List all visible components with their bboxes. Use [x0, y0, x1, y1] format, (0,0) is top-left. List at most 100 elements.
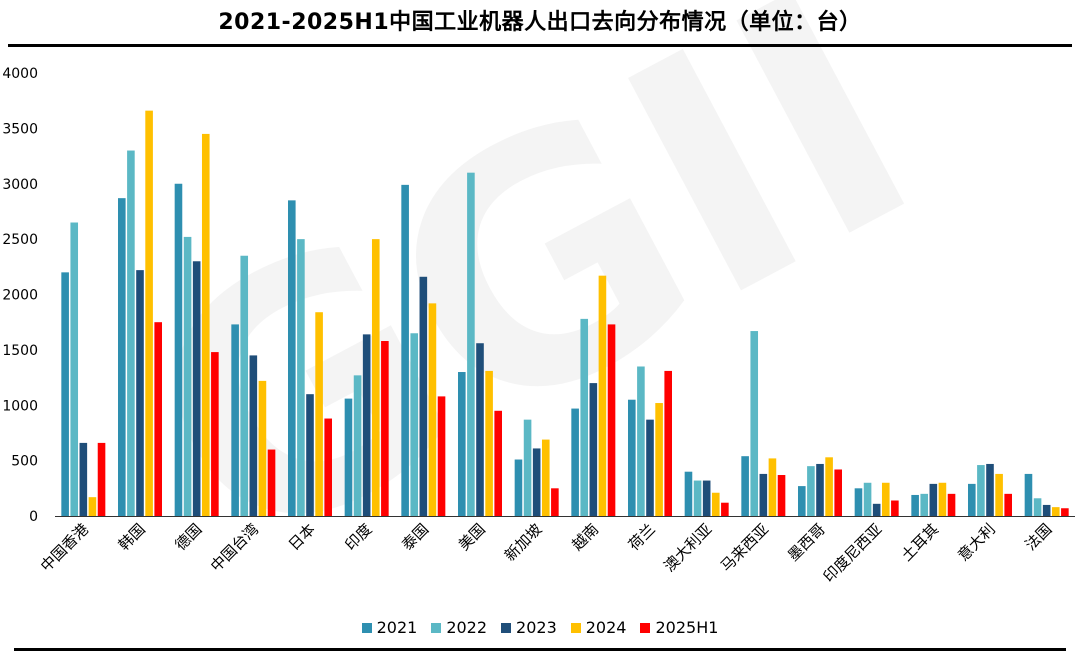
bar-2024-17	[1051, 507, 1060, 516]
bar-2021-7	[458, 372, 466, 516]
bar-2023-10	[646, 419, 654, 516]
bar-2022-3	[240, 255, 249, 517]
bar-2022-5	[353, 375, 362, 516]
bar-2023-14	[872, 503, 881, 516]
x-tick-label: 越南	[568, 520, 602, 554]
bar-2025H1-10	[664, 370, 672, 516]
bar-2024-13	[825, 457, 833, 516]
bar-2024-8	[541, 439, 550, 516]
bar-2025H1-4	[324, 418, 332, 516]
bar-2025H1-8	[551, 488, 559, 516]
bar-2025H1-7	[494, 410, 502, 516]
bar-2021-1	[118, 198, 126, 516]
bar-2023-2	[192, 261, 201, 516]
bar-2024-1	[145, 110, 153, 517]
bar-2024-4	[315, 312, 323, 516]
x-tick-label: 新加坡	[501, 520, 546, 565]
bar-2025H1-15	[947, 493, 956, 516]
bar-2025H1-16	[1004, 493, 1012, 516]
legend-item-2023: 2023	[501, 618, 557, 637]
bar-2023-12	[759, 473, 768, 516]
bar-2024-14	[881, 482, 890, 516]
bar-2025H1-9	[607, 324, 616, 516]
bar-2024-6	[428, 303, 437, 516]
y-tick-label: 1500	[2, 343, 38, 359]
bars-layer	[61, 110, 1069, 517]
bar-2022-4	[297, 239, 305, 517]
bar-2024-9	[598, 275, 607, 516]
bar-2025H1-11	[721, 502, 729, 516]
bar-2025H1-5	[381, 341, 389, 516]
bar-2021-3	[231, 324, 239, 516]
bar-2022-0	[70, 222, 79, 516]
bar-2021-13	[798, 486, 806, 516]
bar-2025H1-13	[834, 469, 842, 516]
bar-2025H1-2	[211, 352, 219, 516]
x-tick-label: 土耳其	[898, 520, 943, 565]
bar-2024-16	[995, 473, 1003, 516]
bar-2022-12	[750, 331, 759, 516]
legend-label: 2025H1	[655, 618, 719, 637]
y-tick-label: 500	[11, 454, 38, 470]
bar-2024-15	[938, 482, 947, 516]
legend-swatch	[361, 622, 372, 633]
legend-label: 2021	[376, 618, 418, 637]
bar-2023-4	[306, 394, 314, 516]
bar-2022-17	[1033, 498, 1042, 516]
x-tick-label: 中国香港	[37, 520, 92, 575]
bar-2025H1-6	[437, 396, 446, 516]
legend: 2021 2022 2023 2024 2025H1	[0, 618, 1080, 637]
y-tick-label: 1000	[2, 398, 38, 414]
legend-item-2022: 2022	[431, 618, 487, 637]
y-tick-label: 3500	[2, 121, 38, 137]
legend-label: 2022	[446, 618, 488, 637]
bar-2023-8	[532, 448, 541, 516]
y-tick-label: 3000	[2, 177, 38, 193]
bar-2025H1-0	[97, 442, 106, 516]
legend-item-2024: 2024	[570, 618, 626, 637]
bar-2021-9	[571, 408, 579, 516]
bar-2023-15	[929, 483, 938, 516]
legend-swatch	[640, 622, 651, 633]
bar-2025H1-1	[154, 322, 162, 516]
bar-2023-1	[136, 270, 144, 516]
y-tick-label: 2500	[2, 232, 38, 248]
bar-2021-12	[741, 456, 749, 516]
chart-title: 2021-2025H1中国工业机器人出口去向分布情况（单位：台）	[218, 10, 862, 35]
bar-2021-17	[1024, 473, 1033, 516]
bar-2021-5	[344, 398, 353, 516]
bar-2023-11	[702, 480, 711, 516]
legend-item-2025H1: 2025H1	[640, 618, 718, 637]
x-tick-label: 墨西哥	[784, 520, 829, 565]
bottom-rule	[14, 648, 1066, 651]
legend-swatch	[431, 622, 442, 633]
bar-2023-9	[589, 383, 598, 516]
bar-2025H1-12	[777, 475, 786, 516]
x-tick-label: 德国	[172, 520, 206, 554]
bar-2024-3	[258, 380, 267, 516]
bar-2024-7	[485, 370, 493, 516]
x-tick-label: 印度尼西亚	[820, 520, 886, 586]
bar-2022-2	[183, 236, 192, 516]
bar-2024-2	[201, 133, 210, 516]
y-tick-label: 2000	[2, 288, 38, 304]
bar-2021-2	[174, 183, 183, 516]
bar-2025H1-3	[267, 449, 276, 516]
bar-2022-8	[523, 419, 532, 516]
bar-2023-7	[476, 343, 484, 516]
bar-2022-9	[580, 318, 589, 516]
x-tick-label: 澳大利亚	[660, 520, 715, 575]
bar-2021-10	[628, 399, 636, 516]
bar-2022-14	[863, 482, 872, 516]
bar-2024-0	[88, 497, 97, 516]
bar-2024-11	[711, 492, 720, 516]
title-underline	[8, 44, 1072, 47]
bar-2021-8	[514, 459, 523, 516]
bar-2024-12	[768, 458, 777, 516]
legend-swatch	[570, 622, 581, 633]
bar-2022-13	[807, 466, 815, 516]
bar-2022-10	[637, 366, 645, 516]
x-tick-label: 荷兰	[625, 520, 659, 554]
bar-2022-1	[127, 150, 135, 516]
